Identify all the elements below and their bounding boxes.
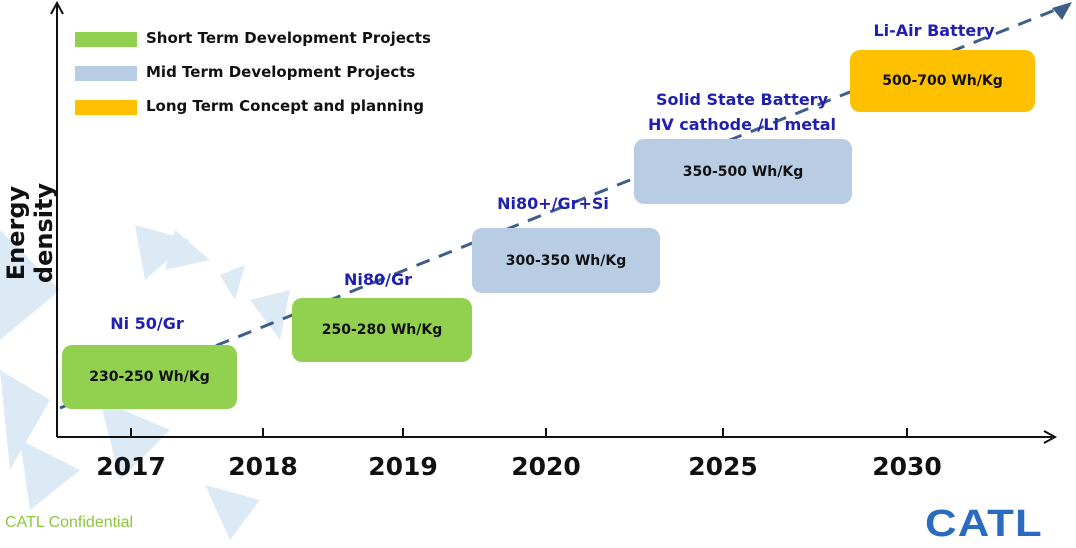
legend-swatch-long-term xyxy=(75,100,137,115)
x-axis-ticks xyxy=(130,428,908,437)
year-label: 2018 xyxy=(228,452,298,481)
milestone-box: 250-280 Wh/Kg xyxy=(292,298,472,362)
legend-label-short-term: Short Term Development Projects xyxy=(146,29,431,47)
legend-swatch-short-term xyxy=(75,32,137,47)
catl-logo: CATL xyxy=(925,503,1043,545)
milestone-caption: Ni80/Gr xyxy=(343,270,413,289)
milestone-box: 500-700 Wh/Kg xyxy=(850,50,1035,112)
milestone-box: 300-350 Wh/Kg xyxy=(472,228,660,293)
legend-label-long-term: Long Term Concept and planning xyxy=(146,97,425,115)
legend-label-mid-term: Mid Term Development Projects xyxy=(146,63,416,81)
milestone-box: 350-500 Wh/Kg xyxy=(634,139,852,204)
milestone-caption: Ni 50/Gr xyxy=(110,314,184,333)
milestone-caption: Li-Air Battery xyxy=(873,21,995,40)
year-label: 2025 xyxy=(688,452,758,481)
year-label: 2017 xyxy=(96,452,166,481)
trend-arrowhead xyxy=(1052,2,1072,20)
milestone-box: 230-250 Wh/Kg xyxy=(62,345,237,409)
confidential-label: CATL Confidential xyxy=(5,514,134,531)
y-axis-label: Energy density xyxy=(2,182,58,284)
year-label: 2019 xyxy=(368,452,438,481)
milestone-caption-line2: HV cathode /Li metal xyxy=(647,115,837,134)
legend-swatch-mid-term xyxy=(75,66,137,81)
year-label: 2020 xyxy=(511,452,581,481)
year-label: 2030 xyxy=(872,452,942,481)
milestone-caption: Ni80+/Gr+Si xyxy=(497,194,609,213)
milestone-caption: Solid State Battery xyxy=(655,90,829,109)
